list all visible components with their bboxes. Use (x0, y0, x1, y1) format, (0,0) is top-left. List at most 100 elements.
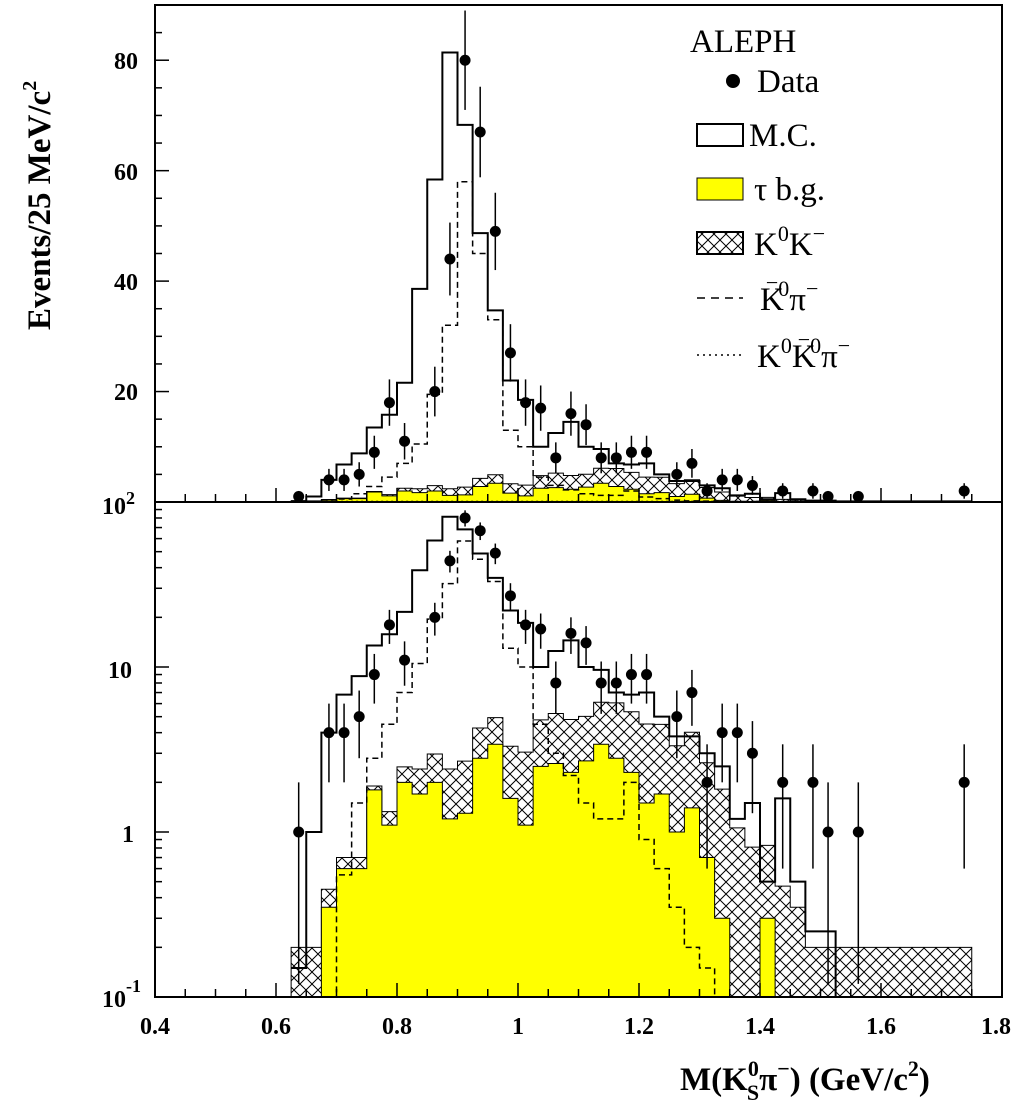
bottom-data-point (353, 711, 365, 723)
legend-mc-swatch (696, 123, 744, 147)
bottom-data-point (565, 627, 577, 639)
bottom-data-point (746, 747, 758, 759)
top-data-point (958, 485, 970, 497)
xtick-label-0p8: 0.8 (382, 1014, 412, 1040)
top-data-point (807, 485, 819, 497)
top-data-point (580, 419, 592, 431)
bottom-data-point (323, 727, 335, 739)
legend-data-label: Data (757, 64, 820, 100)
top-data-point (520, 397, 532, 409)
bottom-data-point (610, 677, 622, 689)
bottom-data-point (686, 687, 698, 699)
top-data-point (641, 446, 653, 458)
top-data-point (822, 490, 834, 502)
bottom-data-point (777, 776, 789, 788)
bottom-ytick-label-0p1: 10-1 (102, 976, 141, 1013)
top-data-point (625, 446, 637, 458)
bottom-data-point (716, 727, 728, 739)
bottom-data-point (595, 677, 607, 689)
top-data-point (731, 474, 743, 486)
xtick-label-1p2: 1.2 (624, 1014, 654, 1040)
legend-tau-label: τ b.g. (754, 172, 825, 208)
bottom-data-point (504, 590, 516, 602)
legend-data-marker (726, 74, 740, 88)
top-data-point (595, 452, 607, 464)
top-data-point (429, 386, 441, 398)
top-ytick-label-40: 40 (114, 270, 138, 296)
top-data-point (459, 54, 471, 66)
top-ytick-label-60: 60 (114, 160, 138, 186)
top-data-point (504, 347, 516, 359)
top-data-point (852, 490, 864, 502)
xtick-label-1p6: 1.6 (866, 1014, 896, 1040)
top-data-point (368, 446, 380, 458)
top-data-point (353, 468, 365, 480)
legend: ALEPH Data M.C. τ b.g. K0K− K−0π− K0K−0π… (690, 24, 850, 375)
bottom-data-point (429, 611, 441, 623)
bottom-data-point (671, 711, 683, 723)
bottom-data-point (399, 654, 411, 666)
top-mc-hist (291, 51, 972, 503)
top-ytick-label-80: 80 (114, 49, 138, 75)
bottom-data-point (550, 677, 562, 689)
top-data-point (489, 225, 501, 237)
legend-kk-swatch (696, 231, 744, 255)
bottom-data-point (293, 826, 305, 838)
top-data-point (686, 457, 698, 469)
bottom-data-point (368, 669, 380, 681)
bottom-ytick-label-100: 102 (102, 488, 135, 520)
top-data-point (383, 397, 395, 409)
xtick-label-1p8: 1.8 (981, 1014, 1011, 1040)
bottom-mc-hist (291, 515, 972, 998)
xtick-label-0p6: 0.6 (261, 1014, 291, 1040)
bottom-data-point (459, 512, 471, 524)
top-data-point (701, 485, 713, 497)
xtick-label-0p4: 0.4 (140, 1014, 170, 1040)
bottom-data-point (807, 776, 819, 788)
bottom-data-point (489, 547, 501, 559)
legend-experiment-label: ALEPH (690, 24, 796, 60)
bottom-data-point (535, 623, 547, 635)
bottom-data-point (444, 555, 456, 567)
bottom-data-point (731, 727, 743, 739)
legend-kk-label: K0K− (754, 221, 825, 263)
bottom-data-point (641, 669, 653, 681)
top-data-point (777, 485, 789, 497)
legend-mc-label: M.C. (749, 118, 817, 154)
top-data-point (550, 452, 562, 464)
bottom-data-point (852, 826, 864, 838)
top-data-point (323, 474, 335, 486)
top-data-point (474, 126, 486, 138)
x-axis-title: M(K0 Sπ−) (GeV/c2) (680, 1056, 930, 1105)
bottom-ytick-label-10: 10 (108, 658, 132, 684)
legend-kpi-label: K−0π− (760, 270, 818, 318)
top-panel-histograms (290, 51, 973, 503)
top-data-point (338, 474, 350, 486)
bottom-data-point (958, 776, 970, 788)
bottom-data-point (338, 727, 350, 739)
bottom-data-point (701, 776, 713, 788)
xtick-label-1p4: 1.4 (745, 1014, 775, 1040)
bottom-data-point (474, 525, 486, 537)
top-data-point (671, 468, 683, 480)
top-data-point (746, 479, 758, 491)
bottom-ytick-label-1: 1 (122, 822, 134, 848)
legend-tau-swatch (696, 177, 744, 201)
legend-kkpi-label: K0K−0π− (757, 327, 850, 375)
xtick-label-1: 1 (512, 1014, 524, 1040)
bottom-data-point (383, 619, 395, 631)
bottom-panel-histograms (290, 515, 973, 998)
top-data-point (610, 452, 622, 464)
top-data-point (293, 490, 305, 502)
bottom-data-point (520, 619, 532, 631)
top-data-point (535, 402, 547, 414)
y-axis-title: Events/25 MeV/c2 (19, 81, 58, 330)
top-data-point (399, 435, 411, 447)
top-data-point (716, 474, 728, 486)
axis-ticks (154, 4, 1003, 998)
bottom-data-point (822, 826, 834, 838)
data-points (293, 10, 970, 984)
top-ytick-label-20: 20 (114, 380, 138, 406)
top-data-point (444, 253, 456, 265)
